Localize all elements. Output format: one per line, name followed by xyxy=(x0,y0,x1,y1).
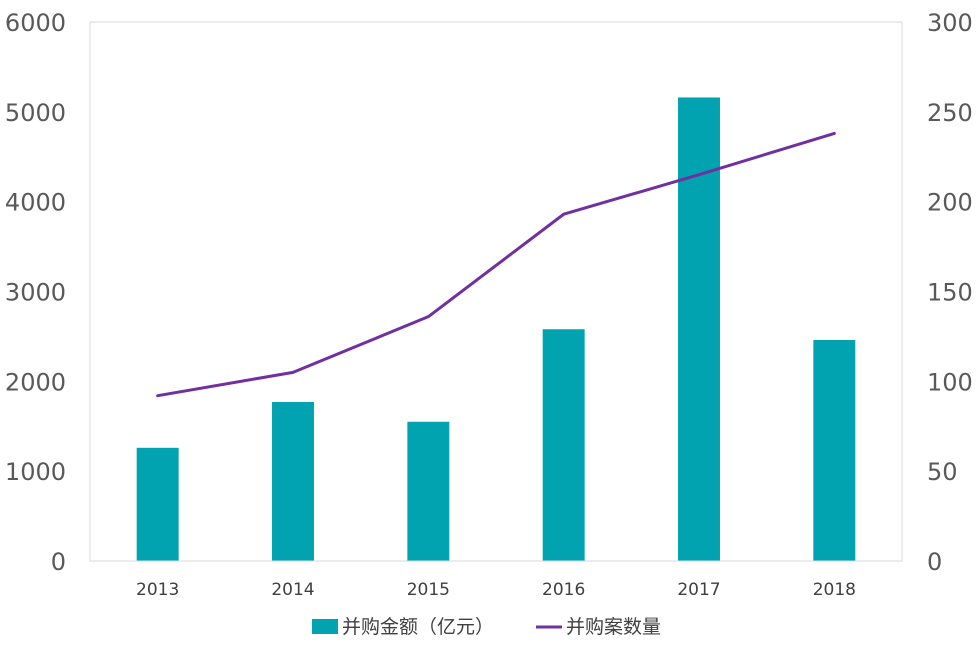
right-tick-label: 50 xyxy=(927,458,958,486)
line-path xyxy=(156,131,836,398)
left-tick-label: 5000 xyxy=(5,99,66,127)
x-tick-label: 2014 xyxy=(271,580,314,600)
bar-series xyxy=(136,97,856,562)
bar-2014 xyxy=(272,401,314,561)
bar-2015 xyxy=(407,421,450,561)
right-tick-label: 200 xyxy=(927,189,973,217)
bar-2016 xyxy=(542,329,585,561)
right-tick-label: 250 xyxy=(927,99,973,127)
left-tick-label: 6000 xyxy=(5,9,66,37)
x-tick-label: 2015 xyxy=(407,580,450,600)
x-axis-ticks: 2013 2014 2015 2016 2017 2018 xyxy=(136,580,856,600)
left-axis-ticks: 0 1000 2000 3000 4000 5000 6000 xyxy=(5,9,66,576)
left-tick-label: 2000 xyxy=(5,368,66,396)
left-tick-label: 0 xyxy=(51,548,66,576)
plot-area-border xyxy=(89,21,903,562)
line-series xyxy=(156,131,836,398)
bar-2013 xyxy=(136,447,179,561)
x-tick-label: 2016 xyxy=(542,580,585,600)
x-tick-label: 2013 xyxy=(136,580,179,600)
legend-label-line: 并购案数量 xyxy=(566,616,661,638)
legend-swatch-bar xyxy=(312,619,338,634)
left-tick-label: 4000 xyxy=(5,189,66,217)
legend: 并购金额（亿元） 并购案数量 xyxy=(312,616,661,638)
right-tick-label: 0 xyxy=(927,548,942,576)
right-tick-label: 100 xyxy=(927,368,973,396)
right-tick-label: 150 xyxy=(927,279,973,307)
left-tick-label: 3000 xyxy=(5,279,66,307)
bar-2018 xyxy=(813,340,856,561)
bar-2017 xyxy=(678,97,720,562)
x-tick-label: 2018 xyxy=(813,580,856,600)
left-tick-label: 1000 xyxy=(5,458,66,486)
x-tick-label: 2017 xyxy=(677,580,720,600)
right-tick-label: 300 xyxy=(927,9,973,37)
right-axis-ticks: 0 50 100 150 200 250 300 xyxy=(927,9,973,576)
legend-label-bar: 并购金额（亿元） xyxy=(342,616,494,638)
